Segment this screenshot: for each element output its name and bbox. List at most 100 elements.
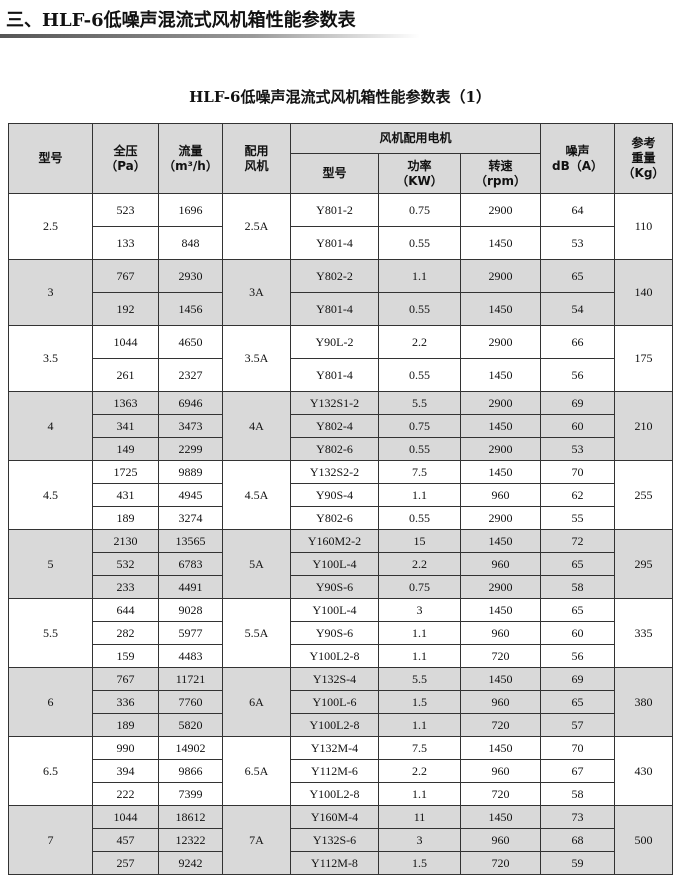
header-text: 全压 <box>113 143 138 158</box>
cell: Y112M-6 <box>290 759 379 783</box>
cell: 3473 <box>158 414 223 438</box>
header-text: 流量 <box>178 143 203 158</box>
cell: 1044 <box>92 325 159 359</box>
cell: 295 <box>614 529 673 599</box>
data-row: 341 3473 Y802-4 0.75 1450 60 <box>9 414 673 438</box>
cell: Y801-2 <box>290 193 379 227</box>
cell: 18612 <box>158 805 223 829</box>
data-row: 5.5 644 9028 5.5A Y100L-4 3 1450 65 335 <box>8 598 673 668</box>
cell: 2.5 <box>8 193 93 260</box>
header-cell: 型号 <box>290 153 379 194</box>
cell: 72 <box>540 529 615 553</box>
data-row: 6.5 990 14902 6.5A Y132M-4 7.5 1450 70 430 <box>8 736 673 806</box>
data-row: 431 4945 Y90S-4 1.1 960 62 <box>9 483 673 507</box>
cell: 960 <box>460 759 541 783</box>
header-text: （Pa） <box>105 158 146 173</box>
cell: 720 <box>460 782 541 806</box>
data-row: 532 6783 Y100L-4 2.2 960 65 <box>9 552 673 576</box>
cell: 1.1 <box>378 621 461 645</box>
cell: 2900 <box>460 437 541 461</box>
cell: 2900 <box>460 506 541 530</box>
cell: 261 <box>92 358 159 392</box>
cell: 65 <box>540 259 615 293</box>
cell: 2.2 <box>378 759 461 783</box>
cell: 767 <box>92 667 159 691</box>
cell: 7760 <box>158 690 223 714</box>
header-text: （KW） <box>396 173 443 188</box>
table-title: HLF-6低噪声混流式风机箱性能参数表（1） <box>189 88 491 106</box>
cell: Y801-4 <box>290 226 379 260</box>
data-row: 189 3274 Y802-6 0.55 2900 55 <box>9 506 673 530</box>
cell: 0.55 <box>378 437 461 461</box>
cell: 67 <box>540 759 615 783</box>
data-row: 257 9242 Y112M-8 1.5 720 59 <box>9 851 673 875</box>
cell: 7A <box>222 805 291 875</box>
header-text: dB（A） <box>551 158 604 173</box>
cell: 1363 <box>92 391 159 415</box>
cell: 720 <box>460 644 541 668</box>
cell: 189 <box>92 506 159 530</box>
cell: Y801-4 <box>290 358 379 392</box>
cell: 9242 <box>158 851 223 875</box>
cell: 14902 <box>158 736 223 760</box>
cell: 5 <box>8 529 93 599</box>
cell: 2900 <box>460 391 541 415</box>
cell: 7 <box>8 805 93 875</box>
cell: 767 <box>92 259 159 293</box>
cell: Y90S-6 <box>290 575 379 599</box>
header-text: （Kg） <box>622 166 665 180</box>
cell: 1.1 <box>378 782 461 806</box>
cell: Y132M-4 <box>290 736 379 760</box>
cell: 960 <box>460 690 541 714</box>
data-row: 394 9866 Y112M-6 2.2 960 67 <box>9 759 673 783</box>
header-cell: 参考 重量 （Kg） <box>614 123 673 194</box>
cell: 6783 <box>158 552 223 576</box>
cell: 282 <box>92 621 159 645</box>
cell: 6.5 <box>8 736 93 806</box>
cell: 720 <box>460 851 541 875</box>
cell: 66 <box>540 325 615 359</box>
cell: 4483 <box>158 644 223 668</box>
cell: 192 <box>92 292 159 326</box>
cell: 960 <box>460 552 541 576</box>
data-row: 6 767 11721 6A Y132S-4 5.5 1450 69 380 <box>8 667 673 737</box>
cell: 532 <box>92 552 159 576</box>
header-text: 功率 <box>407 158 432 173</box>
cell: 5977 <box>158 621 223 645</box>
cell: Y132S2-2 <box>290 460 379 484</box>
cell: Y90S-6 <box>290 621 379 645</box>
cell: 65 <box>540 598 615 622</box>
cell: 5.5 <box>378 667 461 691</box>
cell: 720 <box>460 713 541 737</box>
data-row: 5 2130 13565 5A Y160M2-2 15 1450 72 295 <box>8 529 673 599</box>
cell: 2900 <box>460 325 541 359</box>
cell: Y160M2-2 <box>290 529 379 553</box>
header-cell: 型号 <box>8 123 93 194</box>
cell: 394 <box>92 759 159 783</box>
cell: 3.5 <box>8 325 93 392</box>
header-row: 型号 功率 （KW） 转速 （rpm） <box>9 153 673 194</box>
cell: 11 <box>378 805 461 829</box>
cell: 335 <box>614 598 673 668</box>
cell: 336 <box>92 690 159 714</box>
cell: 64 <box>540 193 615 227</box>
header-text: 转速 <box>488 158 513 173</box>
cell: 3274 <box>158 506 223 530</box>
cell: 11721 <box>158 667 223 691</box>
cell: Y100L-6 <box>290 690 379 714</box>
cell: 2130 <box>92 529 159 553</box>
cell: 140 <box>614 259 673 326</box>
cell: 6.5A <box>222 736 291 806</box>
cell: 3A <box>222 259 291 326</box>
cell: 255 <box>614 460 673 530</box>
cell: 523 <box>92 193 159 227</box>
cell: 2900 <box>460 259 541 293</box>
cell: Y100L2-8 <box>290 782 379 806</box>
cell: 222 <box>92 782 159 806</box>
cell: 6946 <box>158 391 223 415</box>
cell: Y132S-4 <box>290 667 379 691</box>
cell: 57 <box>540 713 615 737</box>
header-cell: 转速 （rpm） <box>460 153 541 194</box>
cell: 380 <box>614 667 673 737</box>
cell: Y100L-4 <box>290 598 379 622</box>
